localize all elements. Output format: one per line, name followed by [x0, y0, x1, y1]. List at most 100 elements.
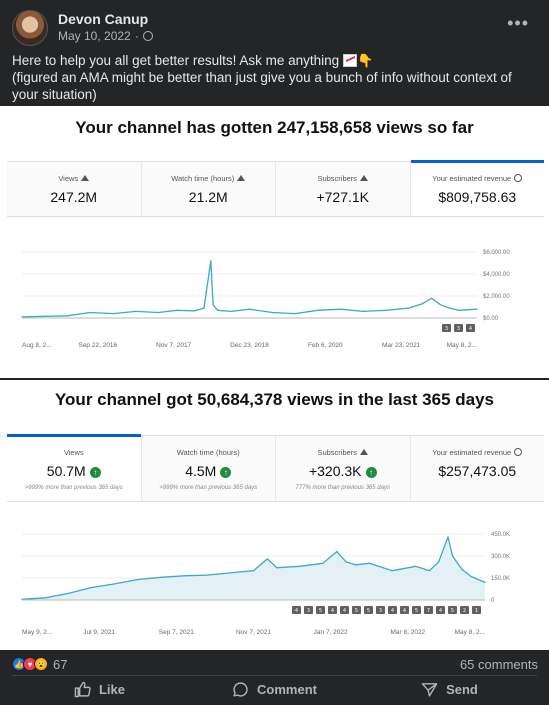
data-point — [114, 583, 116, 585]
post-date[interactable]: May 10, 2022 — [58, 29, 131, 43]
reactions-summary[interactable]: 👍 ♥ 😮 67 — [12, 656, 67, 672]
data-point — [266, 558, 268, 560]
metric-label-text: Watch time (hours) — [171, 174, 235, 183]
metric-value: +320.3K ↑ — [276, 463, 410, 479]
data-point — [194, 310, 196, 312]
data-point — [438, 561, 440, 563]
globe-icon — [142, 31, 153, 41]
annotation-marker-label: 4 — [391, 608, 394, 614]
post-line2: (figured an AMA might be better than jus… — [12, 70, 512, 102]
x-tick-label: Nov 7, 2017 — [156, 342, 191, 349]
data-point — [430, 297, 433, 299]
author-avatar[interactable] — [12, 10, 48, 46]
meta-separator: · — [134, 29, 139, 43]
data-point — [89, 311, 91, 314]
annotation-marker-label: 5 — [415, 608, 418, 614]
data-point — [21, 316, 23, 318]
metric-cards: Views 50.7M ↑ >999% more than previous 36… — [7, 434, 545, 502]
annotation-marker-label: 7 — [427, 608, 430, 614]
metric-card-views[interactable]: Views 50.7M ↑ >999% more than previous 36… — [7, 434, 142, 501]
author-name[interactable]: Devon Canup — [58, 11, 149, 27]
data-point — [476, 308, 478, 310]
metric-label: Your estimated revenue — [411, 448, 545, 457]
metric-label: Watch time (hours) — [142, 448, 276, 457]
x-tick-label: Nov 7, 2021 — [236, 629, 271, 636]
data-point — [470, 575, 472, 578]
reaction-count: 67 — [53, 656, 68, 672]
annotation-marker-label: 3 — [307, 608, 310, 614]
metric-card-subscribers[interactable]: Subscribers +320.3K ↑ 777% more than prev… — [276, 436, 411, 501]
metric-label: Subscribers — [276, 174, 410, 183]
annotation-marker-label: 3 — [445, 326, 448, 332]
analytics-screenshot-all-time[interactable]: Your channel has gotten 247,158,658 view… — [0, 106, 549, 378]
more-options-icon[interactable]: ••• — [507, 13, 529, 33]
metric-value-text: 50.7M — [46, 463, 86, 479]
metric-card-revenue[interactable]: Your estimated revenue $809,758.63 — [410, 160, 544, 216]
metric-card-watch-time[interactable]: Watch time (hours) 4.5M ↑ >999% more than… — [141, 436, 276, 501]
views-area-chart[interactable]: 450.0K 300.0K 150.0K 0 4 3 5 4 4 5 5 3 4 4 5 7 4 5 2 1 May 9… — [0, 506, 549, 646]
metric-label-text: Subscribers — [317, 174, 358, 183]
send-label: Send — [446, 681, 478, 697]
data-point — [160, 576, 162, 578]
metric-card-views[interactable]: Views 247.2M — [7, 162, 142, 216]
y-tick-label: $0.00 — [483, 316, 499, 322]
data-point — [362, 310, 364, 312]
post-text: Here to help you all get better results!… — [12, 52, 537, 103]
annotation-marker — [304, 606, 313, 614]
like-label: Like — [98, 681, 125, 697]
annotation-marker-label: 5 — [319, 608, 322, 614]
revenue-line-chart[interactable]: $6,000.00 $4,000.00 $2,000.00 $0.00 3 3 4 Aug 8… — [0, 222, 549, 372]
warning-triangle-icon — [360, 449, 369, 455]
data-point — [299, 565, 301, 567]
metric-card-subscribers[interactable]: Subscribers +727.1K — [276, 162, 411, 216]
data-point — [385, 309, 387, 311]
data-point — [206, 574, 208, 576]
annotation-marker-label: 5 — [355, 608, 358, 614]
arrow-up-icon: ↑ — [365, 467, 377, 478]
love-reaction-icon: ♥ — [23, 657, 37, 671]
data-point — [447, 536, 449, 538]
y-tick-label: 150.0K — [491, 576, 510, 582]
annotation-marker — [412, 606, 421, 614]
metric-value: 4.5M ↑ — [142, 463, 276, 479]
like-button[interactable]: Like — [12, 677, 187, 701]
comment-button[interactable]: Comment — [187, 677, 362, 701]
send-button[interactable]: Send — [362, 677, 537, 701]
data-point — [354, 564, 356, 566]
post-meta: May 10, 2022 · — [58, 29, 153, 43]
data-point — [90, 586, 93, 589]
annotation-marker — [436, 606, 445, 614]
metric-card-revenue[interactable]: Your estimated revenue $257,473.05 — [410, 436, 545, 501]
x-tick-label: May 8, 2... — [447, 342, 478, 349]
series-line — [21, 536, 486, 600]
data-point — [157, 311, 160, 314]
panel-title: Your channel got 50,684,378 views in the… — [54, 390, 495, 409]
post-actions: Like Comment Send — [12, 677, 537, 701]
annotation-marker — [460, 606, 469, 614]
x-tick-label: Aug 8, 2... — [22, 342, 52, 349]
x-tick-label: Jan 7, 2022 — [314, 629, 348, 636]
warning-triangle-icon — [237, 175, 246, 181]
data-point — [461, 568, 463, 570]
post-text-line1: Here to help you all get better results!… — [12, 52, 537, 69]
x-tick-label: Dec 23, 2018 — [230, 342, 269, 349]
metric-label-text: Your estimated revenue — [432, 448, 512, 457]
chart-increasing-emoji-icon — [342, 54, 357, 67]
warning-triangle-icon — [81, 175, 90, 181]
analytics-screenshot-365-days[interactable]: Your channel got 50,684,378 views in the… — [0, 380, 549, 650]
data-point — [440, 304, 442, 306]
metric-label: Subscribers — [276, 448, 410, 457]
annotation-marker — [466, 324, 475, 332]
data-point — [217, 309, 219, 311]
metric-label-text: Subscribers — [317, 448, 358, 457]
comments-count[interactable]: 65 comments — [459, 657, 538, 672]
data-point — [135, 310, 137, 312]
annotation-marker — [340, 606, 349, 614]
data-point — [176, 309, 178, 311]
data-point — [248, 308, 251, 310]
data-point — [203, 307, 205, 309]
metric-card-watch-time[interactable]: Watch time (hours) 21.2M — [141, 162, 276, 216]
warning-triangle-icon — [360, 175, 369, 181]
metric-label: Views — [63, 448, 84, 457]
data-point — [112, 313, 114, 315]
